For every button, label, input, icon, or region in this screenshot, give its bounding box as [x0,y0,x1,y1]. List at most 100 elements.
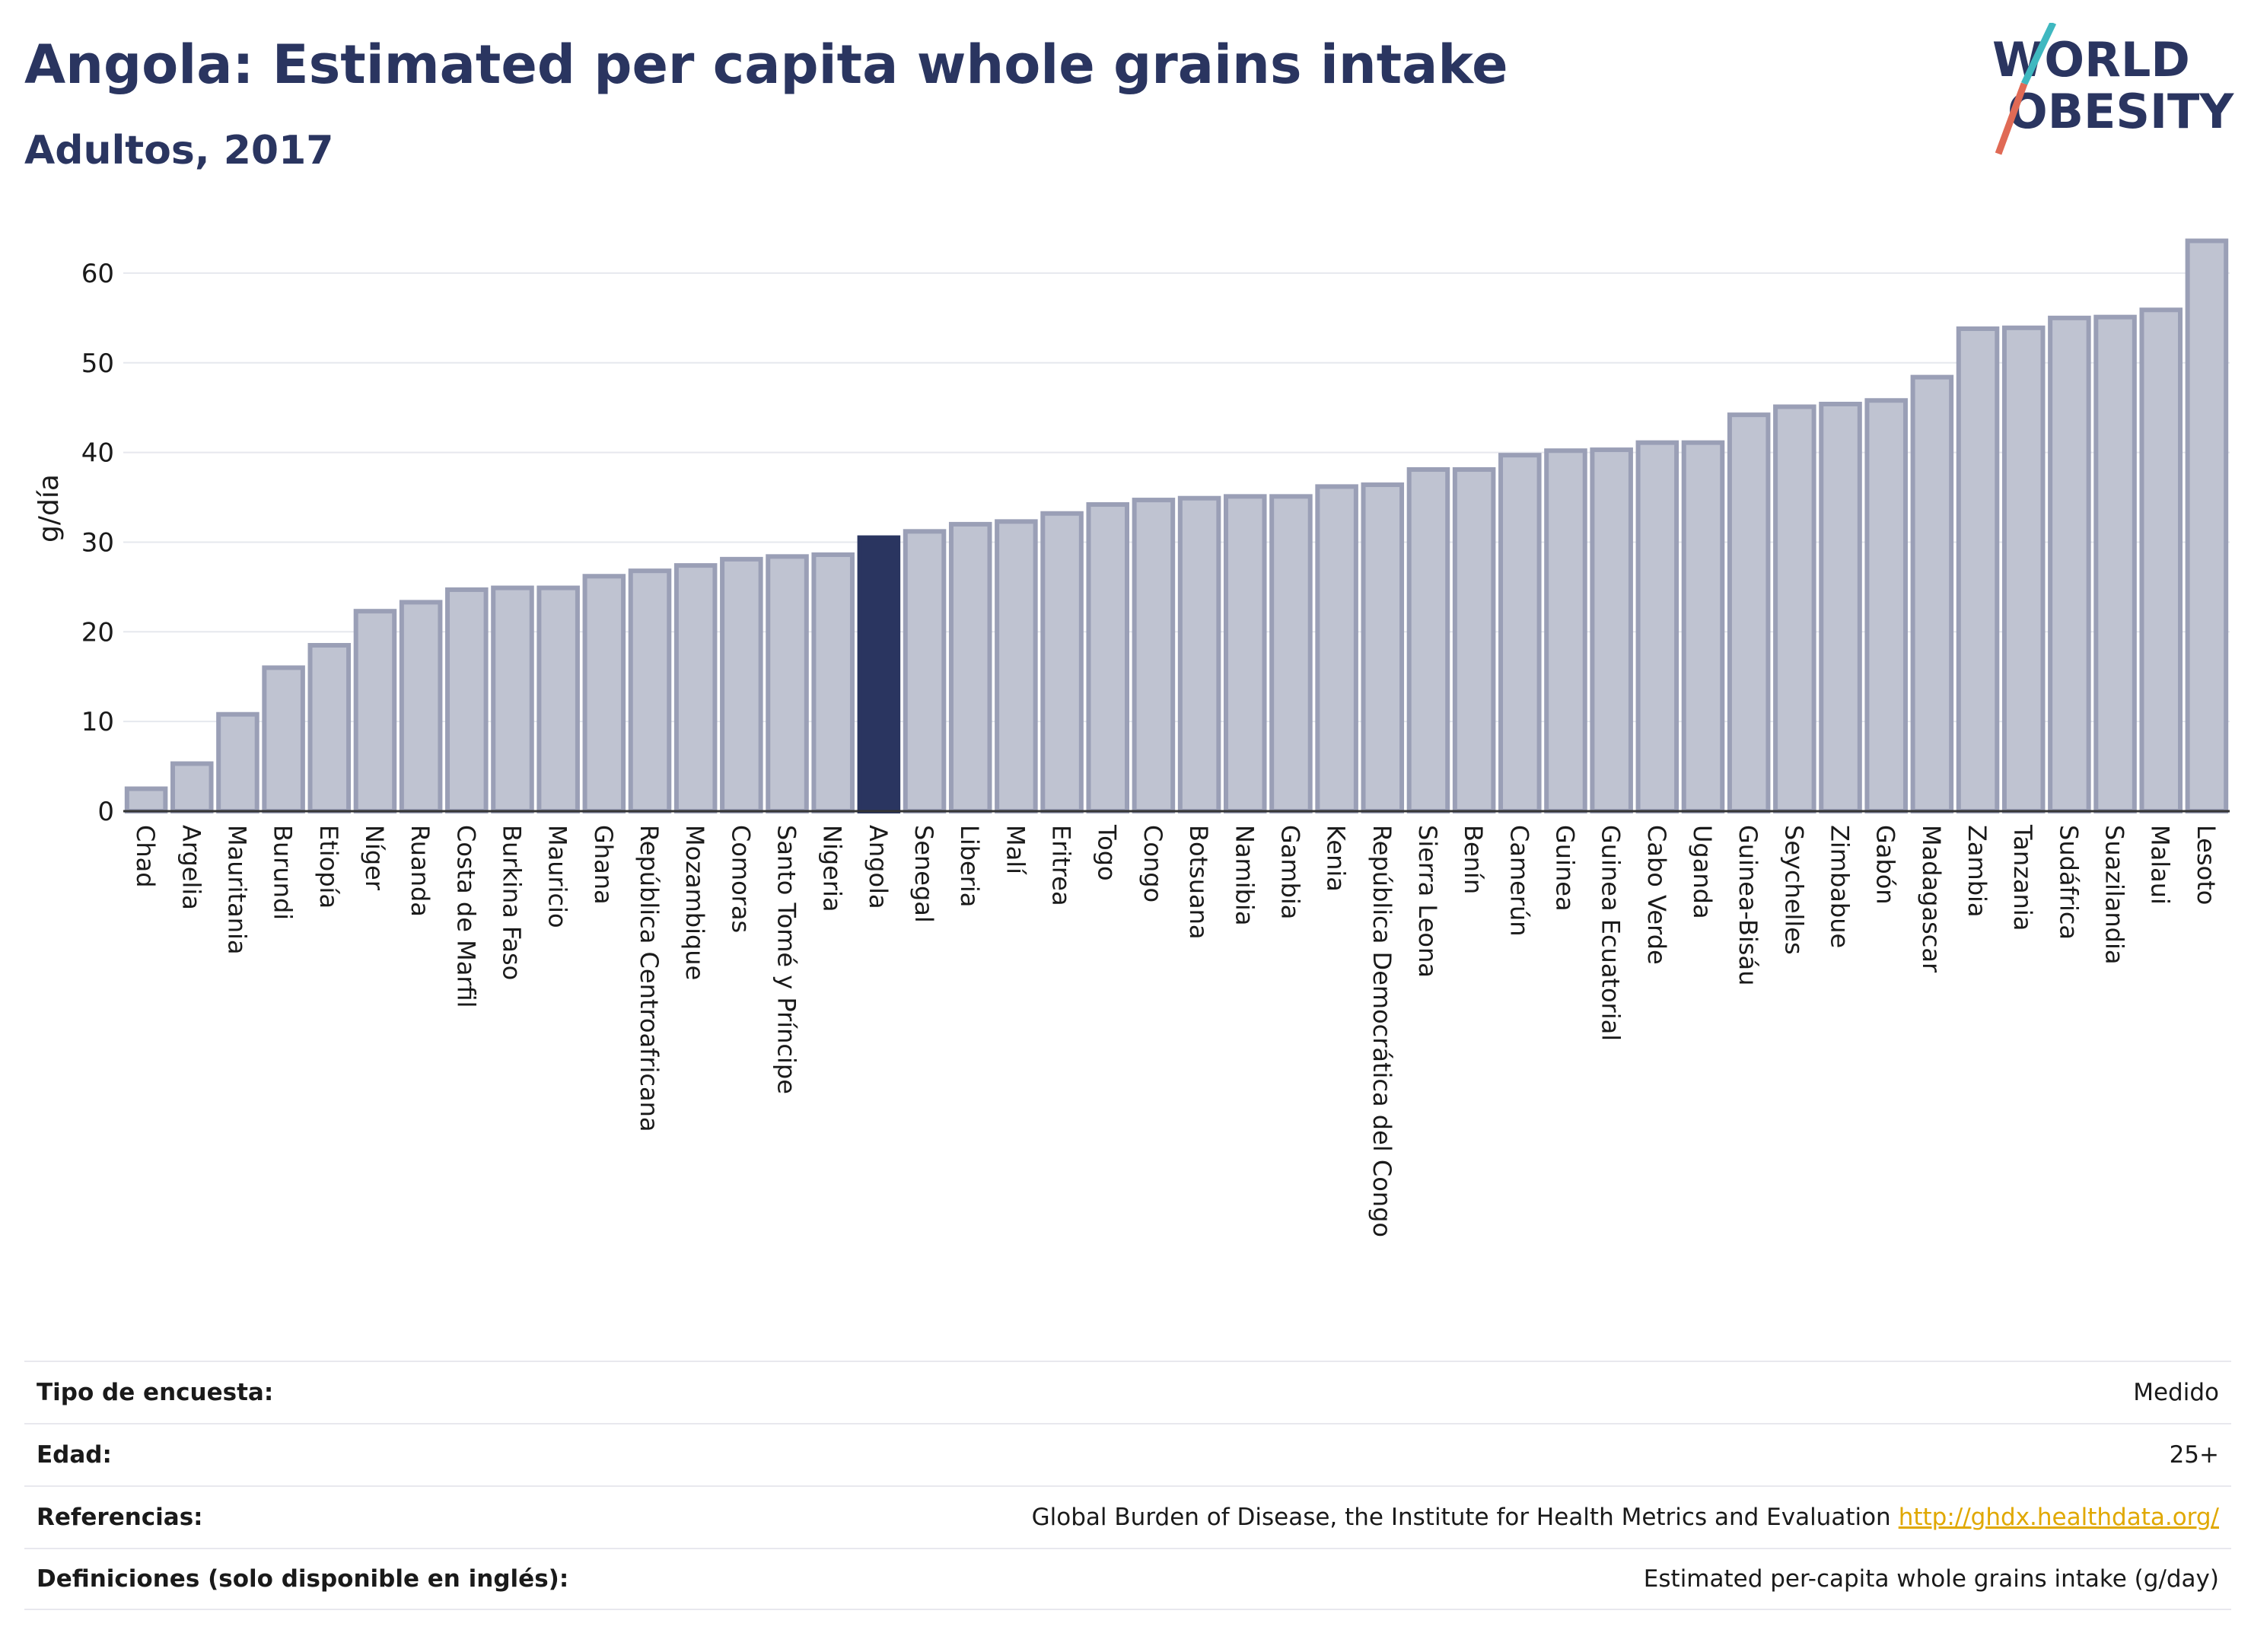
reference-link[interactable]: http://ghdx.healthdata.org/ [1898,1504,2219,1531]
x-tick-label: Zimbabue [1826,825,1855,948]
x-tick-label: Gambia [1275,825,1304,919]
x-tick-label: Gabón [1871,825,1900,905]
bar-highlight [857,535,901,813]
x-tick-label: Santo Tomé y Príncipe [772,825,801,1094]
x-tick-label: Mauricio [543,825,572,928]
x-tick-label: Senegal [909,825,938,923]
x-tick-label: Malaui [2146,825,2175,905]
bar [1223,494,1267,813]
bar [262,665,305,814]
bar [399,600,443,813]
bar [1361,482,1405,813]
bar [124,786,168,813]
bar [948,521,992,814]
bar [1773,404,1816,813]
y-tick-label: 30 [81,527,114,558]
info-value-wrap: Global Burden of Disease, the Institute … [1032,1504,2219,1531]
bar [216,711,259,813]
x-tick-label: Kenia [1322,825,1351,892]
bar [811,552,855,814]
x-tick-label: Chad [131,825,160,888]
x-tick-label: Namibia [1230,825,1259,925]
x-tick-label: Liberia [955,825,984,907]
x-tick-label: Burundi [269,825,298,920]
bars [124,238,2229,814]
x-tick-label: República Democrática del Congo [1367,825,1396,1237]
info-value: Global Burden of Disease, the Institute … [1031,1504,1891,1531]
bar [1590,447,1633,814]
x-tick-label: Nigeria [818,825,847,912]
x-tick-label: Botsuana [1184,825,1213,940]
bar [1315,484,1358,813]
x-tick-label: Congo [1138,825,1167,902]
bar [1177,495,1221,813]
x-tick-label: Ruanda [406,825,435,917]
x-tick-label: Mauritania [222,825,251,954]
x-tick-label: Suazilandia [2100,825,2129,964]
info-table: Tipo de encuesta: Medido Edad: 25+ Refer… [24,1361,2231,1610]
bar [170,761,214,814]
svg-text:OBESITY: OBESITY [2007,84,2234,139]
x-tick-label: Uganda [1688,825,1717,919]
world-obesity-logo: WORLD OBESITY [1992,23,2234,155]
y-tick-label: 60 [81,259,114,289]
info-row-age: Edad: 25+ [24,1423,2231,1485]
page-subtitle: Adultos, 2017 [24,128,334,173]
bar [1086,501,1130,813]
bar [2093,314,2137,814]
bar [536,585,580,813]
x-tick-label: Guinea-Bisáu [1734,825,1762,985]
x-tick-label: Ghana [589,825,618,905]
x-tick-label: Cabo Verde [1642,825,1671,965]
x-tick-label: Eritrea [1047,825,1076,906]
x-tick-label: Guinea [1550,825,1579,912]
x-tick-label: Angola [864,825,893,909]
x-tick-label: Mozambique [680,825,709,980]
bar [2139,307,2183,813]
bar [1040,511,1084,814]
bar [1864,398,1908,813]
bar [1406,467,1450,813]
x-tick-label: República Centroafricana [635,825,664,1132]
x-tick-label: Seychelles [1779,825,1808,955]
bar [1544,448,1587,814]
info-row-definitions: Definiciones (solo disponible en inglés)… [24,1548,2231,1610]
x-tick-label: Togo [1093,824,1122,881]
y-tick-label: 40 [81,438,114,469]
x-tick-label: Tanzania [2008,824,2037,931]
bar [995,519,1038,813]
bar [1956,326,2000,814]
bar [1635,440,1679,813]
info-key: Referencias: [37,1504,203,1531]
x-tick-label: Argelia [177,825,205,910]
x-tick-label: Etiopía [314,825,343,909]
y-axis-label: g/día [33,474,65,543]
bar [720,556,763,813]
bar [628,568,672,813]
bar [1819,401,1862,813]
bar [445,587,489,813]
bar [673,563,718,814]
bar [1727,412,1771,813]
x-tick-label: Madagascar [1917,825,1946,973]
y-tick-label: 10 [81,707,114,737]
info-key: Definiciones (solo disponible en inglés)… [37,1565,569,1593]
x-tick-label: Zambia [1963,825,1992,918]
bar [1681,440,1725,813]
x-tick-label: Níger [360,825,389,891]
bar [1498,453,1542,813]
x-tick-label: Guinea Ecuatorial [1597,825,1625,1041]
x-tick-label: Burkina Faso [497,825,526,980]
bar [353,609,397,813]
x-tick-label: Sierra Leona [1413,825,1442,978]
x-tick-label: Costa de Marfil [451,825,480,1008]
bar [1269,494,1313,813]
bar [1452,467,1496,813]
info-row-references: Referencias: Global Burden of Disease, t… [24,1485,2231,1548]
bar [766,554,809,813]
x-axis-labels: Chad Argelia Mauritania Burundi Etiopía Níger… [131,824,2221,1237]
bar [582,574,626,814]
x-tick-label: Malí [1001,825,1030,875]
info-key: Tipo de encuesta: [37,1379,274,1406]
info-value: Estimated per-capita whole grains intake… [1643,1565,2219,1593]
